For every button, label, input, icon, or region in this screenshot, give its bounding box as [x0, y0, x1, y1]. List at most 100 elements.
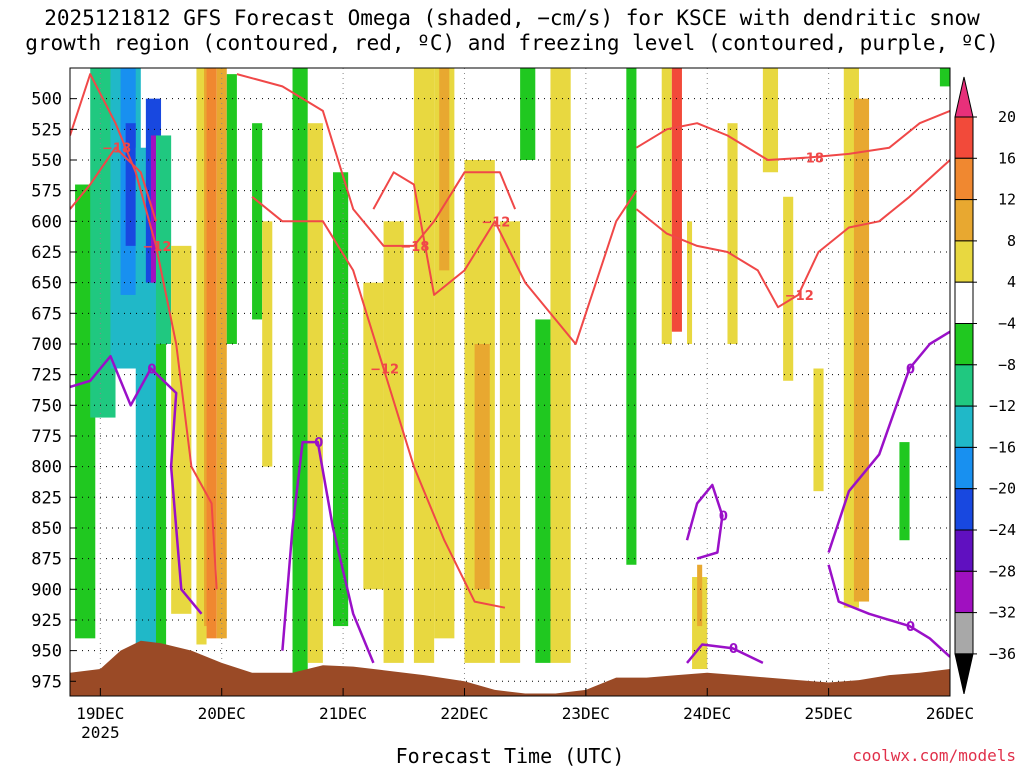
- omega-cell: [499, 221, 521, 663]
- colorbar-segment: [954, 446, 974, 490]
- x-tick-label: 24DEC: [683, 704, 731, 723]
- y-tick-label: 750: [31, 396, 62, 416]
- omega-cell: [363, 282, 384, 590]
- colorbar-segment: [954, 323, 974, 366]
- omega-cell: [383, 221, 404, 663]
- colorbar-segment: [954, 570, 974, 614]
- omega-cell: [661, 68, 672, 344]
- colorbar-label: −16: [989, 438, 1016, 456]
- colorbar-segment: [954, 364, 974, 407]
- colorbar-segment: [954, 157, 974, 201]
- colorbar-label: 4: [1007, 273, 1016, 291]
- dgz-contour-label: −18: [400, 240, 429, 255]
- dendritic-growth-contours: −12 −18 −18 −12 −12 −18 −12: [70, 73, 950, 609]
- x-axis-label: Forecast Time (UTC): [395, 744, 625, 768]
- plot-frame: [69, 67, 951, 697]
- x-tick-label: 20DEC: [198, 704, 246, 723]
- omega-cell: [125, 123, 136, 246]
- colorbar-segment: [954, 529, 974, 572]
- freezing-contour-label: 0: [906, 620, 915, 635]
- freezing-contour: [685, 483, 724, 560]
- colorbar-label: −24: [989, 521, 1016, 539]
- omega-cell: [550, 68, 571, 663]
- colorbar-label: −4: [998, 315, 1016, 333]
- y-tick-label: 625: [31, 243, 62, 263]
- omega-cell: [783, 196, 794, 381]
- omega-cell: [520, 68, 536, 160]
- dgz-contour: [372, 171, 638, 345]
- omega-cell: [626, 68, 637, 565]
- omega-cell: [332, 172, 349, 627]
- credit-text: coolwx.com/models: [852, 746, 1016, 765]
- dgz-contour-label: −18: [795, 152, 824, 167]
- omega-cell: [697, 564, 703, 627]
- y-tick-label: 700: [31, 335, 62, 355]
- colorbar-label: 12: [998, 191, 1016, 209]
- colorbar-label: −28: [989, 562, 1016, 580]
- y-tick-label: 825: [31, 488, 62, 508]
- y-tick-label: 600: [31, 212, 62, 232]
- colorbar-label: −20: [989, 480, 1016, 498]
- freezing-contour: [70, 354, 203, 615]
- freezing-level-contours: 0 0 0 0 0 0: [70, 330, 950, 665]
- omega-cell: [292, 68, 308, 688]
- omega-cell: [196, 68, 207, 645]
- y-tick-label: 925: [31, 611, 62, 631]
- y-tick-label: 575: [31, 182, 62, 202]
- colorbar-label: −8: [998, 356, 1016, 374]
- omega-cell: [150, 135, 156, 283]
- colorbar-label: 16: [998, 149, 1016, 167]
- y-tick-label: 900: [31, 580, 62, 600]
- y-tick-label: 500: [31, 90, 62, 110]
- omega-cell: [899, 442, 910, 541]
- dgz-contour: [635, 159, 950, 309]
- colorbar-segment: [954, 281, 974, 325]
- freezing-contour-label: 0: [147, 363, 156, 378]
- colorbar-segment: [954, 653, 974, 695]
- colorbar-segment: [954, 116, 974, 159]
- x-tick-label: 25DEC: [805, 704, 853, 723]
- omega-cell: [155, 135, 172, 344]
- omega-cell: [727, 123, 738, 344]
- terrain-surface: [70, 640, 950, 696]
- omega-cell: [535, 319, 551, 663]
- x-tick-label: 21DEC: [319, 704, 367, 723]
- colorbar-label: −12: [989, 397, 1016, 415]
- omega-cell: [252, 123, 263, 320]
- y-tick-label: 850: [31, 519, 62, 539]
- terrain-fill: [70, 640, 950, 696]
- omega-cell: [413, 68, 435, 663]
- freezing-contour-label: 0: [314, 436, 323, 451]
- dgz-contour-label: −18: [102, 142, 131, 157]
- dgz-contour: [251, 196, 506, 609]
- omega-cell: [813, 368, 824, 492]
- colorbar-segment: [954, 488, 974, 531]
- omega-cell: [762, 68, 779, 173]
- omega-cell: [155, 343, 167, 651]
- colorbar-label: −32: [989, 604, 1016, 622]
- colorbar-segment: [954, 76, 974, 118]
- colorbar-label: 20: [998, 108, 1016, 126]
- colorbar-segment: [954, 612, 974, 655]
- omega-cell: [939, 68, 950, 87]
- y-axis: 500 525 550 575 600 625 650 675 700 725 750 775 800 8…: [31, 90, 76, 692]
- y-tick-label: 525: [31, 120, 62, 140]
- omega-cell: [307, 123, 323, 663]
- y-tick-label: 650: [31, 274, 62, 294]
- dgz-contour: [236, 73, 517, 247]
- omega-cell: [474, 343, 490, 590]
- dgz-contour: [70, 146, 157, 222]
- y-tick-label: 550: [31, 151, 62, 171]
- y-tick-label: 975: [31, 672, 62, 692]
- omega-cell: [262, 221, 273, 467]
- colorbar-segment: [954, 240, 974, 283]
- colorbar-label: −36: [989, 645, 1016, 663]
- omega-cell: [439, 68, 450, 271]
- plot-area: −12 −18 −18 −12 −12 −18 −12 0 0 0 0 0 0: [70, 68, 950, 696]
- colorbar-label: 8: [1007, 232, 1016, 250]
- dgz-contour-label: −12: [142, 240, 171, 255]
- freezing-contour: [686, 643, 764, 665]
- chart-title-line-2: growth region (contoured, red, ºC) and f…: [25, 31, 999, 55]
